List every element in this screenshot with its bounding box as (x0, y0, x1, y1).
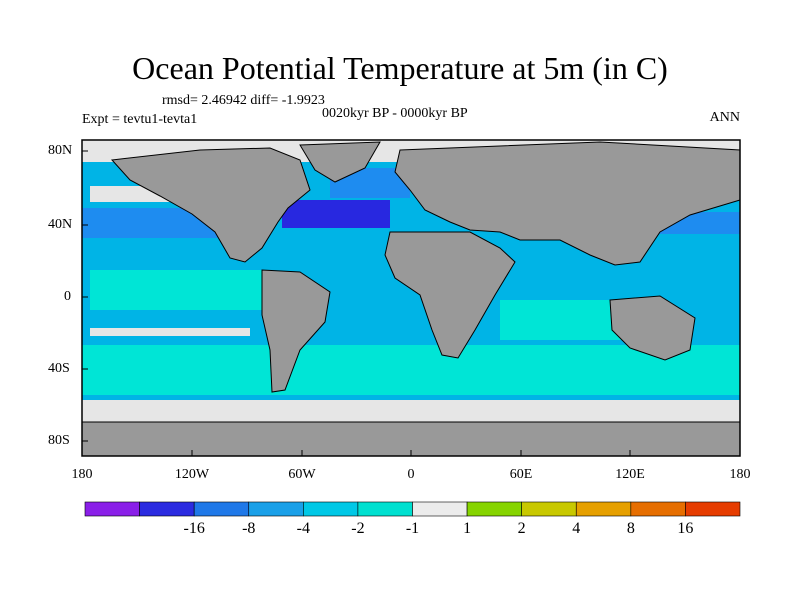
colorbar-label: -1 (405, 520, 420, 537)
season-label: ANN (709, 110, 740, 125)
africa-land (384, 231, 516, 359)
colorbar-label: 8 (626, 520, 635, 537)
colorbar-swatch (412, 501, 468, 517)
colorbar-label: 4 (572, 520, 581, 537)
north-america-land (110, 147, 311, 263)
lon-label-180e: 180 (729, 467, 751, 482)
colorbar-swatch (575, 501, 632, 517)
lon-label-60e: 60E (509, 467, 533, 482)
colorbar-label: -4 (296, 520, 310, 537)
colorbar-swatch (193, 501, 250, 517)
colorbar-swatch (139, 501, 195, 517)
lon-label-120e: 120E (615, 467, 645, 482)
colorbar-swatch (685, 501, 741, 517)
colorbar-swatch (357, 501, 413, 517)
experiment-label: Expt = tevtu1-tevta1 (82, 112, 198, 127)
colorbar-swatch (84, 501, 140, 517)
colorbar-swatch (248, 501, 304, 517)
map-ticks (81, 150, 741, 456)
australia-land (609, 295, 696, 361)
north-atlantic-deep-cool (282, 200, 390, 228)
equatorial-pacific-light (90, 270, 270, 310)
southern-neutral-band (82, 400, 740, 422)
colorbar-label: -2 (351, 520, 365, 537)
lat-label-40n: 40N (48, 217, 73, 232)
colorbar-swatch (521, 501, 577, 517)
colorbar (84, 501, 741, 517)
colorbar-swatch (466, 501, 522, 517)
lon-label-120w: 120W (174, 467, 210, 482)
colorbar-label: 16 (677, 520, 694, 537)
colorbar-label: -16 (183, 520, 205, 537)
colorbar-label: 2 (517, 520, 526, 537)
map-title: Ocean Potential Temperature at 5m (in C) (132, 50, 668, 86)
colorbar-swatch (303, 501, 359, 517)
lat-label-40s: 40S (48, 361, 70, 376)
greenland-land (299, 141, 381, 183)
lat-label-80s: 80S (48, 433, 70, 448)
colorbar-label: -8 (242, 520, 256, 537)
time-range-label: 0020kyr BP - 0000kyr BP (322, 106, 468, 121)
lon-label-60w: 60W (288, 467, 316, 482)
colorbar-label: 1 (463, 520, 472, 537)
stats-text: rmsd= 2.46942 diff= -1.9923 (162, 93, 325, 108)
lon-label-0: 0 (407, 467, 415, 482)
lat-label-80n: 80N (48, 143, 73, 158)
south-america-land (261, 269, 331, 393)
lat-label-equator: 0 (64, 289, 71, 304)
southern-ocean-light (82, 345, 740, 395)
south-pacific-neutral (90, 328, 250, 336)
colorbar-swatch (630, 501, 686, 517)
lon-label-180w: 180 (71, 467, 93, 482)
